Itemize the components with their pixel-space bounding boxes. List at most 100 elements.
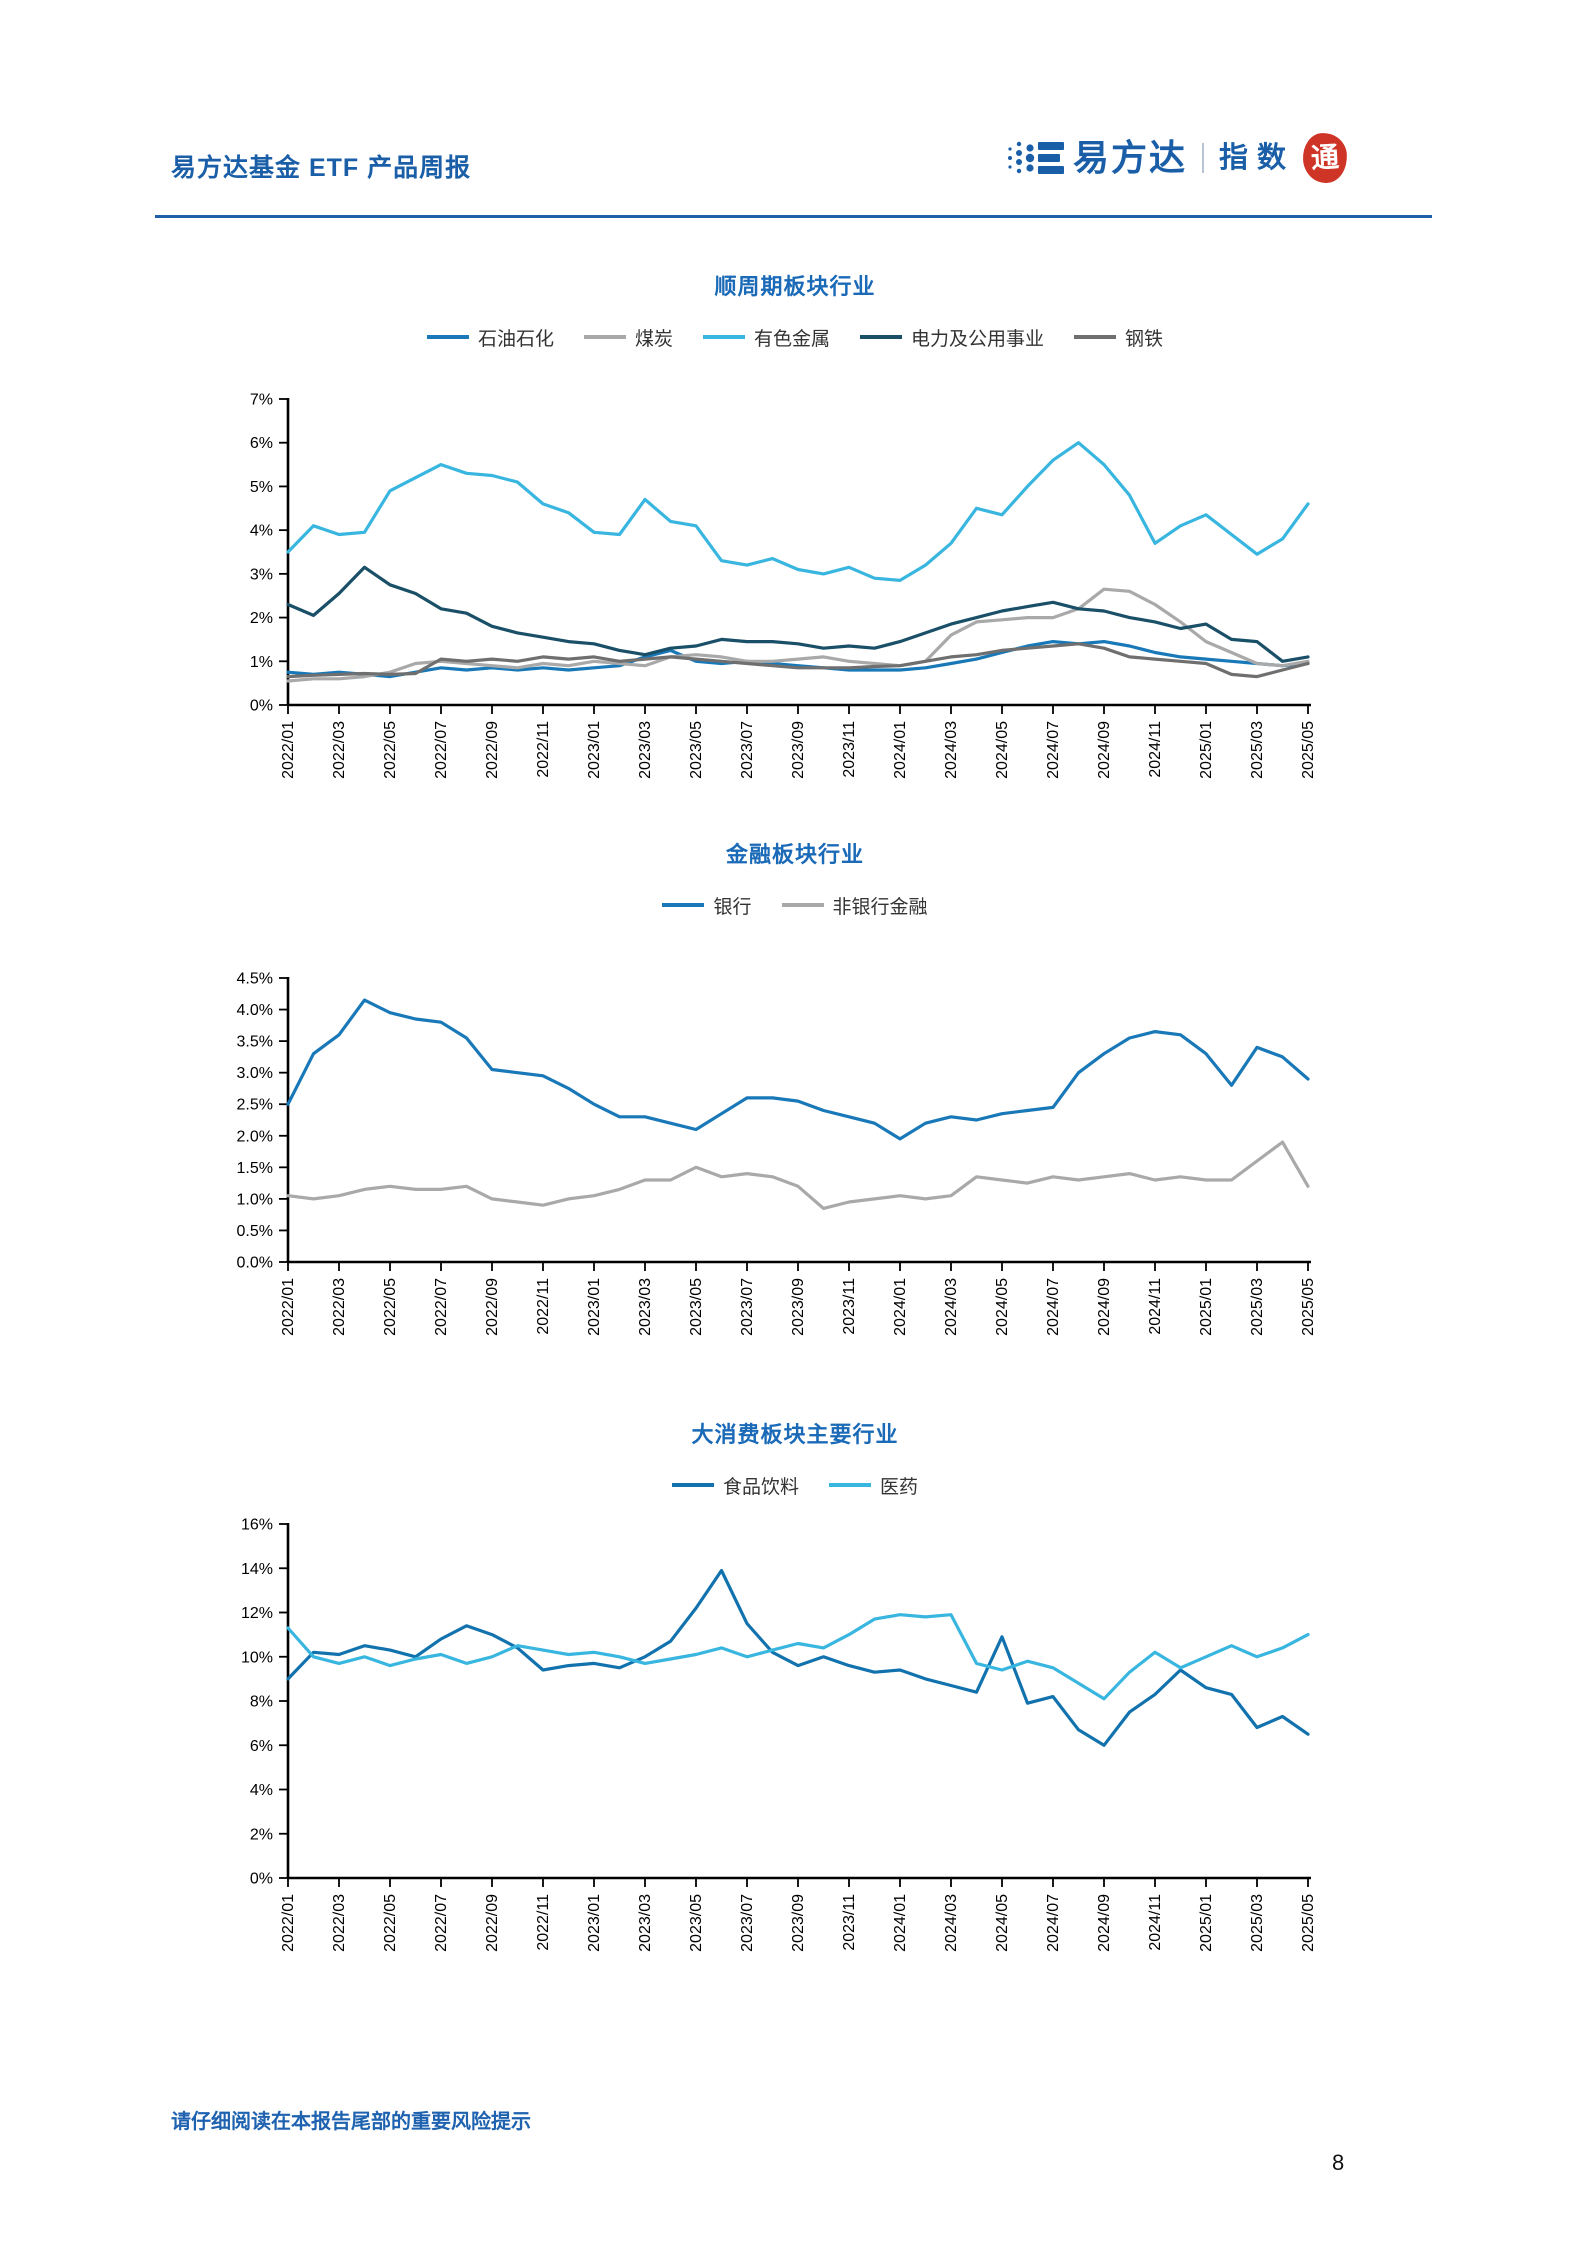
legend-swatch-icon bbox=[583, 335, 626, 339]
svg-text:3%: 3% bbox=[250, 566, 273, 583]
x-axis: 2022/01 2022/03 2022/05 2022/07 2022/09 2022/… bbox=[280, 703, 1317, 779]
series-lines bbox=[286, 1568, 1310, 1747]
legend-label: 有色金属 bbox=[753, 328, 830, 350]
svg-text:2024/11: 2024/11 bbox=[1147, 1278, 1164, 1335]
series-有色金属 bbox=[286, 441, 1310, 582]
svg-text:2022/09: 2022/09 bbox=[484, 1278, 501, 1336]
chart-plot-area: 0.0% 0.5% 1.0% 1.5% 2.0% 2.5% 3.0% 3.5% 4.0% 4.5%… bbox=[155, 934, 1435, 1369]
series-银行 bbox=[286, 998, 1310, 1141]
svg-text:2022/01: 2022/01 bbox=[280, 1278, 297, 1336]
svg-text:14%: 14% bbox=[241, 1561, 273, 1578]
series-钢铁 bbox=[286, 642, 1310, 679]
risk-disclaimer: 请仔细阅读在本报告尾部的重要风险提示 bbox=[171, 2111, 531, 2133]
svg-text:2025/03: 2025/03 bbox=[1249, 1894, 1266, 1952]
svg-text:0%: 0% bbox=[250, 698, 273, 715]
svg-text:2023/05: 2023/05 bbox=[688, 1278, 705, 1336]
chart-title: 顺周期板块行业 bbox=[714, 274, 876, 299]
svg-text:2.5%: 2.5% bbox=[237, 1097, 273, 1114]
legend-swatch-icon bbox=[860, 335, 902, 339]
svg-text:6%: 6% bbox=[250, 1738, 273, 1755]
svg-text:2023/05: 2023/05 bbox=[688, 721, 705, 779]
svg-text:2024/09: 2024/09 bbox=[1096, 721, 1113, 779]
svg-text:2024/11: 2024/11 bbox=[1147, 1894, 1164, 1951]
series-石油石化 bbox=[286, 640, 1310, 679]
x-axis: 2022/01 2022/03 2022/05 2022/07 2022/09 2022/… bbox=[280, 1260, 1317, 1336]
chart-legend: 食品饮料 医药 bbox=[155, 1472, 1435, 1498]
legend-label: 煤炭 bbox=[634, 328, 673, 350]
page-title: 易方达基金 ETF 产品周报 bbox=[171, 154, 472, 182]
chart-legend: 石油石化 煤炭 有色金属 电力及公用事业 钢铁 bbox=[155, 324, 1435, 350]
svg-text:2025/01: 2025/01 bbox=[1198, 1278, 1215, 1336]
svg-text:2023/03: 2023/03 bbox=[637, 1894, 654, 1952]
svg-text:2024/11: 2024/11 bbox=[1147, 721, 1164, 778]
legend-label: 石油石化 bbox=[477, 328, 554, 350]
legend-label: 医药 bbox=[880, 1476, 919, 1498]
x-axis: 2022/01 2022/03 2022/05 2022/07 2022/09 2022/… bbox=[280, 1876, 1317, 1952]
chart-title: 大消费板块主要行业 bbox=[691, 1422, 899, 1447]
svg-text:16%: 16% bbox=[241, 1517, 273, 1534]
svg-text:0.0%: 0.0% bbox=[237, 1255, 273, 1272]
series-食品饮料 bbox=[286, 1568, 1310, 1747]
legend-item-医药: 医药 bbox=[829, 1472, 918, 1499]
legend-label: 食品饮料 bbox=[722, 1476, 799, 1498]
svg-text:2024/01: 2024/01 bbox=[892, 1278, 909, 1336]
svg-text:2024/05: 2024/05 bbox=[994, 721, 1011, 779]
svg-text:2023/09: 2023/09 bbox=[790, 721, 807, 779]
svg-text:2023/11: 2023/11 bbox=[841, 1278, 858, 1335]
chart-canvas: 0%2%4%6%8%10%12%14%16%2022/01 2022/03 2022… bbox=[241, 1517, 1317, 1952]
series-非银行金融 bbox=[286, 1140, 1310, 1210]
svg-text:2024/01: 2024/01 bbox=[892, 721, 909, 779]
svg-text:2023/01: 2023/01 bbox=[586, 1894, 603, 1952]
svg-text:2025/03: 2025/03 bbox=[1249, 1278, 1266, 1336]
svg-text:2023/07: 2023/07 bbox=[739, 721, 756, 779]
chart-consumer-sectors: 大消费板块主要行业 食品饮料 医药 0% 2% 4% 6% 8% 10% 12% 14% 16% 2… bbox=[155, 1420, 1435, 1985]
svg-text:1%: 1% bbox=[250, 654, 273, 671]
svg-text:2022/05: 2022/05 bbox=[382, 1894, 399, 1952]
svg-text:2025/01: 2025/01 bbox=[1198, 721, 1215, 779]
svg-text:2024/01: 2024/01 bbox=[892, 1894, 909, 1952]
svg-text:2025/05: 2025/05 bbox=[1300, 1894, 1317, 1952]
svg-text:3.5%: 3.5% bbox=[237, 1034, 273, 1051]
legend-label: 非银行金融 bbox=[832, 896, 928, 918]
y-axis: 0.0% 0.5% 1.0% 1.5% 2.0% 2.5% 3.0% 3.5% 4.0% 4.5% bbox=[237, 971, 290, 1272]
svg-text:2024/07: 2024/07 bbox=[1045, 1894, 1062, 1952]
svg-text:7%: 7% bbox=[250, 392, 273, 409]
page-number: 8 bbox=[1332, 2150, 1345, 2175]
svg-text:2023/07: 2023/07 bbox=[739, 1894, 756, 1952]
svg-text:2022/11: 2022/11 bbox=[535, 1894, 552, 1951]
svg-text:2022/03: 2022/03 bbox=[331, 721, 348, 779]
series-电力及公用事业 bbox=[286, 565, 1310, 663]
brand-logo: 易方达 指数 通 bbox=[1005, 130, 1349, 186]
logo-separator bbox=[1202, 143, 1205, 173]
legend-item-煤炭: 煤炭 bbox=[583, 324, 673, 351]
svg-text:2022/03: 2022/03 bbox=[331, 1278, 348, 1336]
svg-text:5%: 5% bbox=[250, 479, 273, 496]
legend-item-食品饮料: 食品饮料 bbox=[671, 1472, 799, 1499]
y-axis: 0% 2% 4% 6% 8% 10% 12% 14% 16% bbox=[241, 1517, 290, 1888]
svg-text:2%: 2% bbox=[250, 610, 273, 627]
svg-text:2023/09: 2023/09 bbox=[790, 1894, 807, 1952]
svg-text:2024/09: 2024/09 bbox=[1096, 1894, 1113, 1952]
svg-text:8%: 8% bbox=[250, 1694, 273, 1711]
svg-text:2024/03: 2024/03 bbox=[943, 1278, 960, 1336]
svg-text:2023/11: 2023/11 bbox=[841, 721, 858, 778]
svg-text:1.0%: 1.0% bbox=[237, 1191, 273, 1208]
svg-text:2022/09: 2022/09 bbox=[484, 1894, 501, 1952]
svg-text:2022/07: 2022/07 bbox=[433, 721, 450, 779]
svg-text:2022/07: 2022/07 bbox=[433, 1894, 450, 1952]
header-divider bbox=[155, 215, 1432, 218]
svg-text:2022/05: 2022/05 bbox=[382, 721, 399, 779]
svg-text:2025/03: 2025/03 bbox=[1249, 721, 1266, 779]
legend-item-电力及公用事业: 电力及公用事业 bbox=[860, 324, 1044, 351]
svg-text:2023/03: 2023/03 bbox=[637, 721, 654, 779]
legend-swatch-icon bbox=[1074, 335, 1117, 339]
legend-label: 钢铁 bbox=[1125, 328, 1164, 350]
svg-text:2025/05: 2025/05 bbox=[1300, 721, 1317, 779]
svg-text:2022/07: 2022/07 bbox=[433, 1278, 450, 1336]
legend-swatch-icon bbox=[702, 335, 745, 339]
svg-text:3.0%: 3.0% bbox=[237, 1065, 273, 1082]
efund-e-mark-icon bbox=[1008, 141, 1064, 174]
legend-swatch-icon bbox=[426, 335, 469, 339]
svg-text:2022/01: 2022/01 bbox=[280, 721, 297, 779]
